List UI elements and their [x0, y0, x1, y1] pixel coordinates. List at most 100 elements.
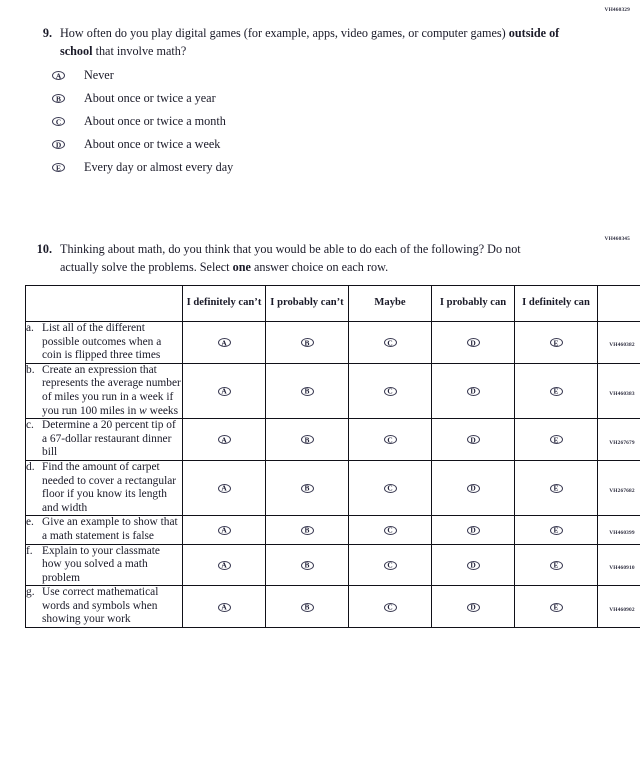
bubble-letter: C: [387, 602, 393, 612]
bubble-letter-b: B: [56, 93, 61, 103]
bubble-glyph-a: A: [217, 338, 231, 348]
bubble-letter: E: [553, 386, 559, 396]
choice-cell-a-5[interactable]: E: [514, 321, 598, 364]
choice-cell-a-3[interactable]: C: [348, 321, 432, 364]
option-row-once-twice-month[interactable]: C About once or twice a month: [52, 110, 552, 133]
bubble-glyph-e: E: [549, 602, 563, 612]
choice-cell-a-2[interactable]: B: [265, 321, 349, 364]
bubble-glyph-e: E: [549, 560, 563, 570]
row-id-cell-b: VH460383: [597, 362, 640, 420]
choice-cell-g-4[interactable]: D: [431, 585, 515, 629]
row-letter-d: d.: [26, 460, 35, 473]
bubble-glyph-a: A: [52, 71, 65, 80]
row-text-e: Give an example to show that a math stat…: [42, 516, 182, 543]
choice-cell-c-3[interactable]: C: [348, 418, 432, 461]
table-row: a. List all of the different possible ou…: [25, 321, 640, 364]
row-stem-f: f. Explain to your classmate how you sol…: [25, 543, 183, 587]
row-id-code-e: VH460399: [609, 529, 635, 536]
option-row-never[interactable]: A Never: [52, 64, 552, 87]
radio-bubble-a[interactable]: A: [52, 71, 82, 80]
bubble-letter: C: [387, 525, 393, 535]
header-probably-cant: I probably can’t: [265, 285, 349, 322]
radio-bubble-e[interactable]: E: [52, 163, 82, 172]
row-id-code-d: VH267682: [609, 488, 635, 495]
bubble-letter: B: [304, 483, 310, 493]
choice-cell-e-4[interactable]: D: [431, 515, 515, 545]
choice-cell-e-1[interactable]: A: [182, 515, 266, 545]
radio-bubble-d[interactable]: D: [52, 140, 82, 149]
bubble-glyph-e: E: [549, 435, 563, 445]
bubble-glyph-b: B: [300, 435, 314, 445]
header-stem-column: [25, 285, 183, 322]
bubble-letter: A: [221, 435, 227, 445]
choice-cell-f-4[interactable]: D: [431, 543, 515, 587]
choice-cell-b-2[interactable]: B: [265, 362, 349, 420]
option-row-once-twice-week[interactable]: D About once or twice a week: [52, 133, 552, 156]
bubble-letter: A: [221, 602, 227, 612]
table-row: b. Create an expression that represents …: [25, 362, 640, 420]
row-id-cell-e: VH460399: [597, 515, 640, 545]
choice-cell-b-5[interactable]: E: [514, 362, 598, 420]
row-id-code-g: VH460902: [609, 606, 635, 613]
bubble-glyph-d: D: [466, 602, 480, 612]
choice-cell-d-2[interactable]: B: [265, 459, 349, 517]
option-row-every-day[interactable]: E Every day or almost every day: [52, 156, 552, 179]
row-stem-g: g. Use correct mathematical words and sy…: [25, 585, 183, 629]
choice-cell-f-1[interactable]: A: [182, 543, 266, 587]
bubble-letter: D: [470, 602, 476, 612]
page-id-code: VH460329: [604, 7, 630, 13]
choice-cell-b-1[interactable]: A: [182, 362, 266, 420]
choice-cell-f-5[interactable]: E: [514, 543, 598, 587]
choice-cell-c-4[interactable]: D: [431, 418, 515, 461]
header-definitely-cant: I definitely can’t: [182, 285, 266, 322]
bubble-glyph-c: C: [383, 386, 397, 396]
choice-cell-e-5[interactable]: E: [514, 515, 598, 545]
bubble-letter: A: [221, 386, 227, 396]
choice-cell-b-3[interactable]: C: [348, 362, 432, 420]
radio-bubble-c[interactable]: C: [52, 117, 82, 126]
choice-cell-e-2[interactable]: B: [265, 515, 349, 545]
choice-cell-a-4[interactable]: D: [431, 321, 515, 364]
choice-cell-c-2[interactable]: B: [265, 418, 349, 461]
row-id-code-c: VH267679: [609, 439, 635, 446]
choice-cell-c-1[interactable]: A: [182, 418, 266, 461]
row-stem-d: d. Find the amount of carpet needed to c…: [25, 459, 183, 517]
bubble-letter: C: [387, 338, 393, 348]
option-label-once-twice-year: About once or twice a year: [84, 91, 216, 106]
choice-cell-f-3[interactable]: C: [348, 543, 432, 587]
question-9-stem-bold: outside of school: [60, 26, 560, 58]
row-text-g-pre: Use correct mathematical words and symbo…: [42, 586, 159, 626]
choice-cell-g-5[interactable]: E: [514, 585, 598, 629]
choice-cell-d-5[interactable]: E: [514, 459, 598, 517]
choice-cell-f-2[interactable]: B: [265, 543, 349, 587]
table-row: d. Find the amount of carpet needed to c…: [25, 459, 640, 517]
choice-cell-g-2[interactable]: B: [265, 585, 349, 629]
bubble-letter-d: D: [55, 139, 62, 149]
bubble-letter: E: [553, 483, 559, 493]
bubble-letter: B: [304, 386, 310, 396]
table-row: c. Determine a 20 percent tip of a 67-do…: [25, 418, 640, 461]
question-9-stem-part1: How often do you play digital games (for…: [60, 26, 509, 40]
choice-cell-g-3[interactable]: C: [348, 585, 432, 629]
row-id-cell-c: VH267679: [597, 418, 640, 461]
choice-cell-d-4[interactable]: D: [431, 459, 515, 517]
bubble-letter: B: [304, 525, 310, 535]
choice-cell-a-1[interactable]: A: [182, 321, 266, 364]
radio-bubble-b[interactable]: B: [52, 94, 82, 103]
question-9-options: A Never B About once or twice a year C A…: [52, 64, 552, 179]
choice-cell-g-1[interactable]: A: [182, 585, 266, 629]
option-row-once-twice-year[interactable]: B About once or twice a year: [52, 87, 552, 110]
row-text-f-pre: Explain to your classmate how you solved…: [42, 544, 160, 584]
bubble-letter: B: [304, 560, 310, 570]
choice-cell-d-3[interactable]: C: [348, 459, 432, 517]
choice-cell-c-5[interactable]: E: [514, 418, 598, 461]
choice-cell-d-1[interactable]: A: [182, 459, 266, 517]
question-10-matrix-table: I definitely can’t I probably can’t Mayb…: [25, 285, 640, 629]
bubble-letter: C: [387, 560, 393, 570]
bubble-glyph-c: C: [383, 560, 397, 570]
row-letter-c: c.: [26, 419, 34, 432]
row-text-g: Use correct mathematical words and symbo…: [42, 586, 182, 627]
choice-cell-e-3[interactable]: C: [348, 515, 432, 545]
choice-cell-b-4[interactable]: D: [431, 362, 515, 420]
bubble-glyph-c: C: [383, 483, 397, 493]
